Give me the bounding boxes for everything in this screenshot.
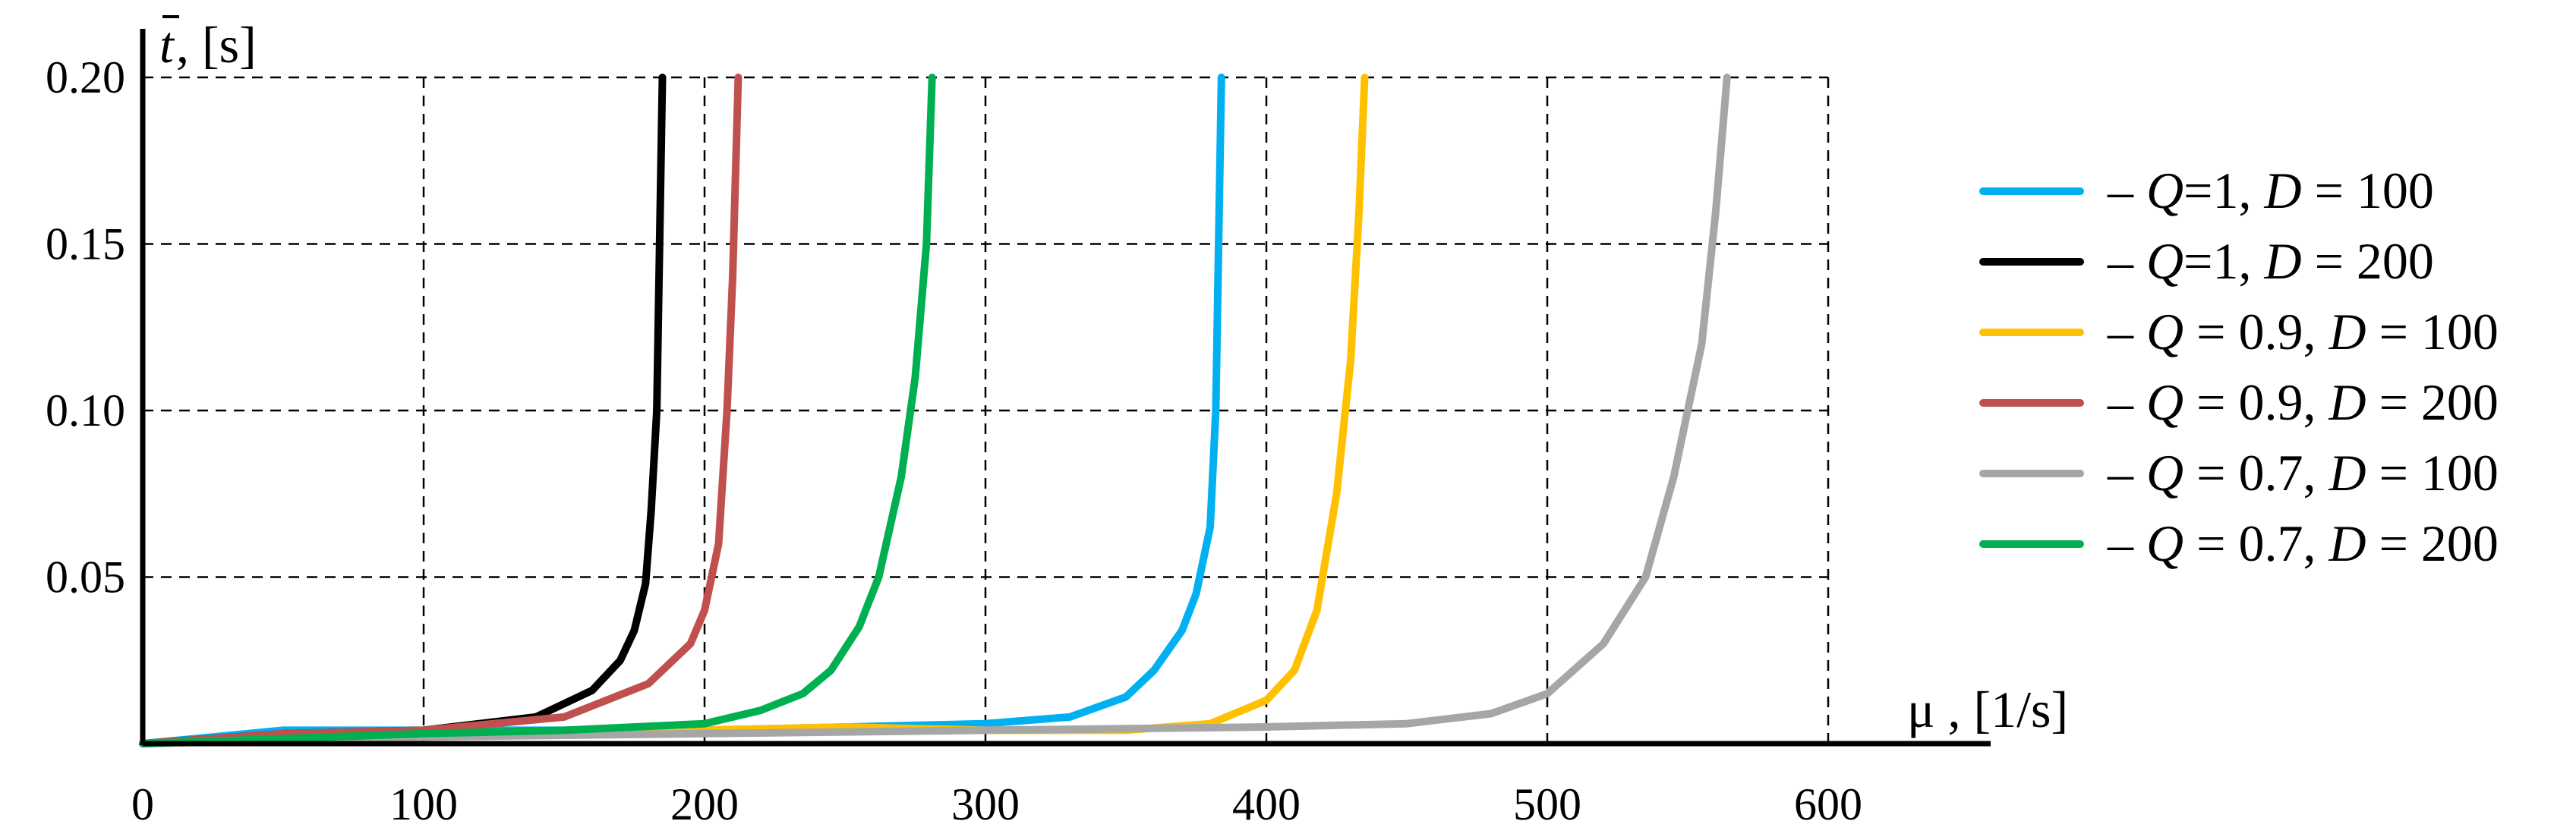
legend-item-2: – Q=1, D = 200 xyxy=(1979,232,2434,290)
legend-label: – Q=1, D = 100 xyxy=(2107,162,2434,219)
x-tick-label: 400 xyxy=(1232,779,1301,829)
series-lines xyxy=(139,74,1731,747)
legend-item-5: – Q = 0.7, D = 100 xyxy=(1979,444,2499,502)
legend-label: – Q = 0.9, D = 200 xyxy=(2107,373,2499,431)
y-axis-symbol: t xyxy=(159,16,175,74)
y-axis-label: t , [s] xyxy=(159,15,257,74)
y-axis-units: , [s] xyxy=(176,16,257,74)
y-tick-label: 0.20 xyxy=(46,52,125,102)
axes xyxy=(140,29,1991,747)
legend-item-4: – Q = 0.9, D = 200 xyxy=(1979,373,2499,431)
legend-label: – Q = 0.9, D = 100 xyxy=(2107,303,2499,360)
series-line-5 xyxy=(139,74,1731,747)
legend: – Q=1, D = 100 – Q=1, D = 200 – Q = 0.9, D… xyxy=(1979,162,2499,572)
x-tick-label: 600 xyxy=(1794,779,1862,829)
x-tick-label: 300 xyxy=(951,779,1020,829)
legend-item-6: – Q = 0.7, D = 200 xyxy=(1979,514,2499,572)
tick-labels: 0 100 200 300 400 500 600 0.05 0.10 0.15 0.20 xyxy=(46,52,1862,829)
legend-item-3: – Q = 0.9, D = 100 xyxy=(1979,303,2499,360)
legend-item-1: – Q=1, D = 100 xyxy=(1979,162,2434,219)
x-tick-label: 500 xyxy=(1513,779,1581,829)
y-tick-label: 0.10 xyxy=(46,385,125,436)
legend-label: – Q=1, D = 200 xyxy=(2107,232,2434,290)
x-tick-label: 200 xyxy=(670,779,739,829)
x-tick-label: 100 xyxy=(389,779,458,829)
legend-label: – Q = 0.7, D = 200 xyxy=(2107,514,2499,572)
x-axis-label: μ , [1/s] xyxy=(1907,681,2068,738)
x-tick-label: 0 xyxy=(131,779,154,829)
grid-lines xyxy=(143,76,1830,744)
legend-label: – Q = 0.7, D = 100 xyxy=(2107,444,2499,502)
y-tick-label: 0.15 xyxy=(46,219,125,269)
series-line-6 xyxy=(139,74,936,747)
y-tick-label: 0.05 xyxy=(46,552,125,602)
